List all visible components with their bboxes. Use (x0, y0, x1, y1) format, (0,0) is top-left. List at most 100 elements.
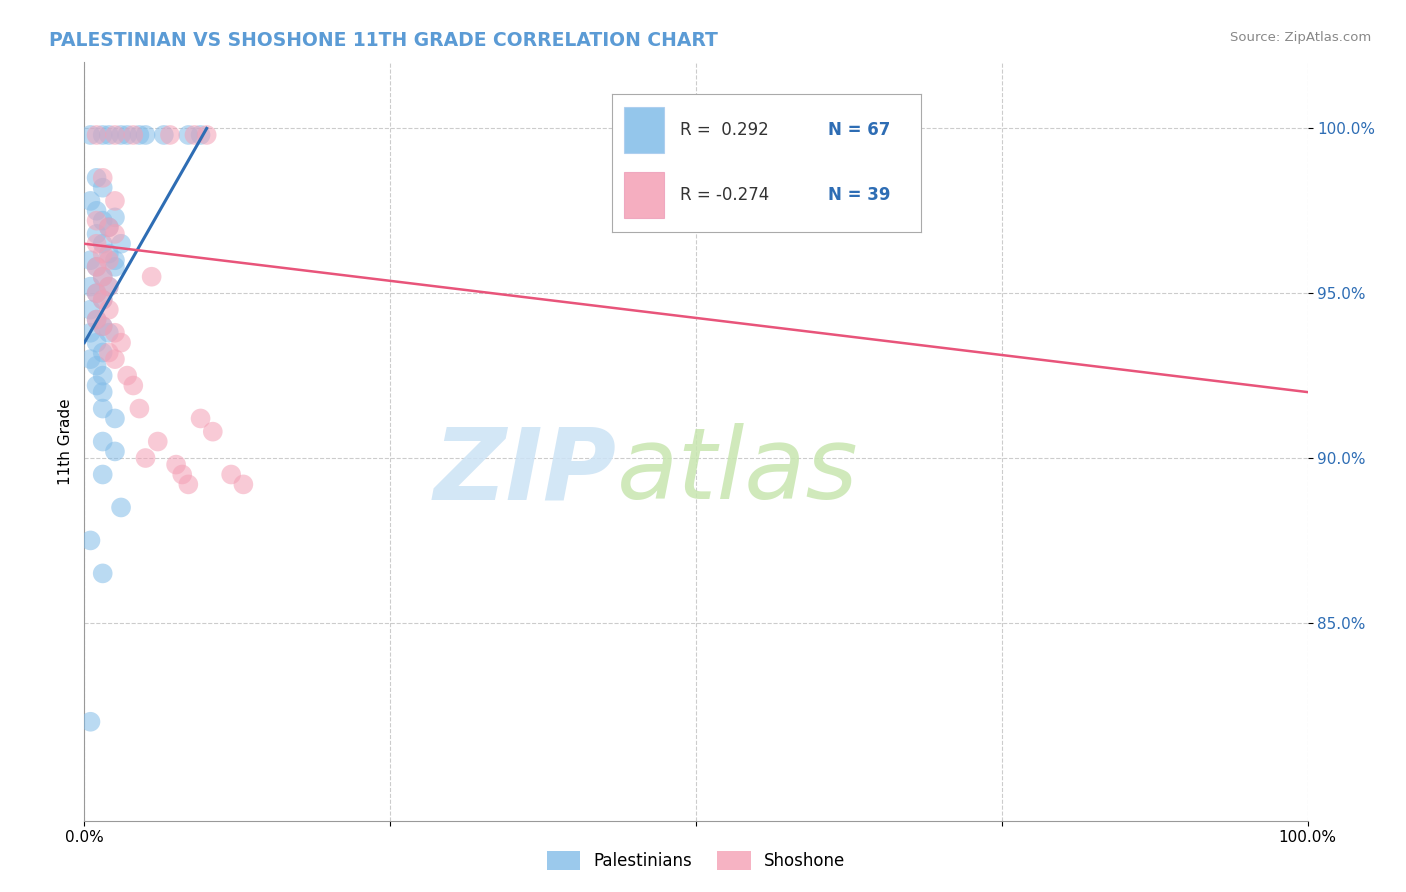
Point (135, 450, 157, 465)
Point (122, 378, 145, 392)
Point (91, 319, 114, 334)
Point (86, 260, 108, 274)
Point (79, 352, 101, 367)
FancyBboxPatch shape (624, 108, 664, 153)
Point (146, 434, 169, 449)
Point (128, 128, 150, 142)
Point (86, 359, 108, 373)
Point (141, 269, 163, 284)
Point (104, 444, 127, 458)
Point (91, 170, 114, 185)
Text: PALESTINIAN VS SHOSHONE 11TH GRADE CORRELATION CHART: PALESTINIAN VS SHOSHONE 11TH GRADE CORRE… (49, 31, 718, 50)
Point (91, 385, 114, 400)
Point (110, 500, 132, 515)
Point (79, 326, 101, 340)
Point (86, 335, 108, 350)
Point (91, 368, 114, 383)
Point (97, 128, 120, 142)
Point (104, 211, 127, 225)
Point (79, 279, 101, 293)
Point (183, 128, 205, 142)
Point (122, 128, 145, 142)
Point (219, 467, 242, 482)
Point (86, 213, 108, 227)
Point (91, 293, 114, 307)
Point (97, 253, 120, 268)
Point (190, 128, 212, 142)
Point (97, 220, 120, 235)
Point (135, 128, 157, 142)
FancyBboxPatch shape (624, 172, 664, 218)
Point (86, 170, 108, 185)
Point (97, 279, 120, 293)
Point (115, 368, 138, 383)
Point (79, 128, 101, 142)
Point (97, 302, 120, 317)
Point (79, 302, 101, 317)
Point (115, 128, 138, 142)
Point (86, 128, 108, 142)
Point (104, 326, 127, 340)
Point (86, 203, 108, 218)
Point (104, 411, 127, 425)
Point (91, 269, 114, 284)
Point (86, 378, 108, 392)
Text: R = -0.274: R = -0.274 (679, 186, 769, 203)
Point (91, 293, 114, 307)
Point (86, 260, 108, 274)
Point (128, 401, 150, 416)
Point (91, 128, 114, 142)
Point (86, 227, 108, 241)
Point (79, 714, 101, 729)
Point (97, 279, 120, 293)
Point (97, 220, 120, 235)
Point (79, 533, 101, 548)
Point (195, 128, 218, 142)
Point (86, 286, 108, 301)
Point (104, 194, 127, 208)
Text: ZIP: ZIP (433, 424, 616, 520)
Point (165, 458, 187, 472)
Point (91, 246, 114, 260)
Point (201, 425, 224, 439)
Text: N = 39: N = 39 (828, 186, 890, 203)
Point (97, 345, 120, 359)
Point (177, 477, 200, 491)
Point (177, 128, 200, 142)
Point (91, 269, 114, 284)
Point (91, 345, 114, 359)
Point (91, 236, 114, 251)
Point (159, 128, 181, 142)
Point (97, 326, 120, 340)
Point (91, 467, 114, 482)
Point (91, 180, 114, 194)
Point (110, 128, 132, 142)
Point (86, 312, 108, 326)
Point (91, 434, 114, 449)
Text: atlas: atlas (616, 424, 858, 520)
Point (104, 260, 127, 274)
Point (232, 477, 254, 491)
Point (110, 335, 132, 350)
Point (104, 227, 127, 241)
Point (79, 253, 101, 268)
Text: Source: ZipAtlas.com: Source: ZipAtlas.com (1230, 31, 1371, 45)
Point (153, 128, 176, 142)
Point (190, 411, 212, 425)
Point (91, 401, 114, 416)
Point (86, 286, 108, 301)
Legend: Palestinians, Shoshone: Palestinians, Shoshone (540, 844, 852, 877)
Point (86, 236, 108, 251)
Point (97, 246, 120, 260)
Text: N = 67: N = 67 (828, 120, 890, 138)
Y-axis label: 11th Grade: 11th Grade (58, 398, 73, 485)
Point (91, 319, 114, 334)
Point (91, 566, 114, 581)
Point (104, 128, 127, 142)
Text: R =  0.292: R = 0.292 (679, 120, 769, 138)
Point (79, 194, 101, 208)
Point (86, 312, 108, 326)
Point (104, 352, 127, 367)
Point (110, 236, 132, 251)
Point (104, 253, 127, 268)
